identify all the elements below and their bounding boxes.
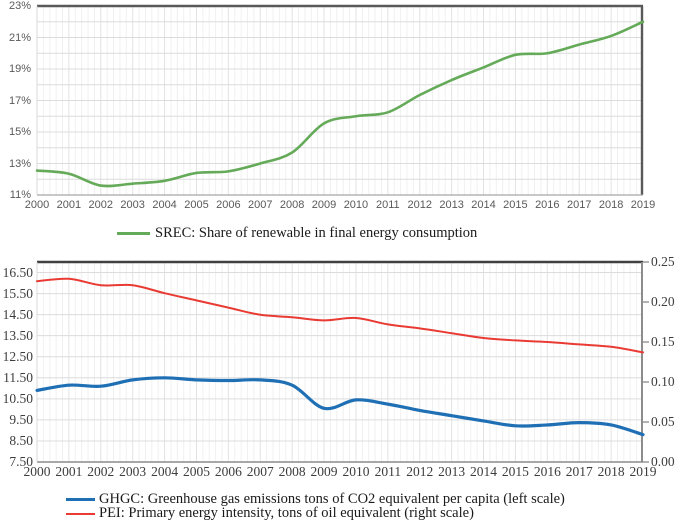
srec-y-tick-label: 13% [8, 157, 31, 170]
ghgc-pei-x-tick-label: 2019 [629, 464, 657, 479]
ghgc-pei-x-tick-label: 2011 [374, 464, 402, 479]
legend-item-ghgc: GHGC: Greenhouse gas emissions tons of C… [66, 490, 565, 507]
srec-x-tick-label: 2000 [24, 199, 50, 211]
ghgc-pei-x-tick-label: 2008 [278, 464, 306, 479]
ghgc-pei-x-tick-label: 2015 [501, 464, 529, 479]
ghgc-y-tick-label: 12.50 [2, 348, 33, 364]
legend-item-pei: PEI: Primary energy intensity, tons of o… [66, 505, 565, 522]
srec-y-tick-label: 21% [8, 31, 31, 44]
ghgc-y-tick-label: 8.50 [9, 432, 33, 448]
ghgc-y-tick-label: 14.50 [2, 306, 33, 322]
ghgc-pei-x-tick-label: 2010 [342, 464, 370, 479]
pei-y-tick-label: 0.10 [651, 374, 675, 389]
ghgc-y-tick-label: 9.50 [9, 411, 33, 427]
ghgc-y-tick-label: 16.50 [2, 264, 33, 280]
pei-y-tick-label: 0.05 [651, 414, 675, 429]
srec-legend-key-line [117, 232, 150, 235]
srec-x-tick-label: 2012 [407, 199, 432, 211]
ghgc-pei-x-tick-label: 2003 [119, 464, 147, 479]
srec-y-tick-label: 19% [8, 63, 31, 75]
ghgc-y-tick-label: 13.50 [2, 327, 33, 343]
ghgc-y-tick-label: 15.50 [2, 285, 33, 301]
pei-y-tick-label: 0.25 [651, 254, 675, 269]
ghgc-legend-label: GHGC: Greenhouse gas emissions tons of C… [99, 490, 565, 507]
srec-x-tick-label: 2003 [120, 199, 145, 211]
ghgc-pei-x-tick-label: 2004 [151, 464, 179, 479]
srec-x-tick-label: 2017 [566, 199, 592, 211]
ghgc-pei-x-tick-label: 2012 [406, 464, 434, 479]
srec-x-tick-label: 2015 [503, 199, 528, 211]
srec-x-tick-label: 2009 [311, 199, 337, 211]
srec-y-tick-label: 23% [8, 0, 31, 12]
ghgc-pei-x-tick-label: 2005 [182, 464, 210, 479]
ghgc-pei-x-tick-label: 2016 [533, 464, 561, 479]
srec-series-line [35, 20, 645, 188]
ghgc-pei-x-tick-label: 2009 [310, 464, 338, 479]
srec-x-tick-label: 2013 [439, 199, 464, 211]
srec-x-tick-label: 2014 [471, 199, 496, 211]
pei-y-tick-label: 0.00 [651, 454, 675, 469]
srec-x-tick-label: 2001 [56, 199, 82, 211]
ghgc-pei-x-tick-label: 2001 [55, 464, 83, 479]
ghgc-pei-x-tick-label: 2013 [438, 464, 466, 479]
ghgc-y-tick-label: 11.50 [3, 369, 33, 385]
ghgc-pei-x-tick-label: 2014 [470, 464, 498, 479]
srec-x-tick-label: 2004 [152, 199, 177, 211]
srec-x-tick-label: 2007 [248, 199, 273, 211]
srec-x-tick-label: 2011 [376, 199, 400, 211]
srec-legend: SREC: Share of renewable in final energy… [117, 225, 477, 242]
ghgc-pei-x-tick-label: 2002 [87, 464, 115, 479]
ghgc-series-line [35, 376, 645, 437]
srec-x-tick-label: 2008 [279, 199, 305, 211]
srec-x-tick-label: 2005 [184, 199, 209, 211]
srec-x-tick-label: 2019 [630, 199, 656, 211]
ghgc-pei-x-tick-label: 2006 [214, 464, 242, 479]
pei-y-tick-label: 0.15 [651, 334, 675, 349]
srec-y-tick-label: 17% [8, 94, 31, 107]
ghgc-pei-x-tick-label: 2018 [597, 464, 625, 479]
ghgc-legend-key-line [66, 497, 95, 501]
pei-y-tick-label: 0.20 [651, 294, 675, 309]
srec-legend-label: SREC: Share of renewable in final energy… [155, 225, 478, 241]
srec-x-tick-label: 2018 [598, 199, 624, 211]
srec-x-tick-label: 2002 [88, 199, 114, 211]
srec-x-tick-label: 2016 [535, 199, 560, 211]
ghgc-y-tick-label: 10.50 [2, 390, 33, 406]
srec-y-tick-label: 11% [9, 189, 31, 201]
srec-x-tick-label: 2010 [343, 199, 369, 211]
pei-legend-label: PEI: Primary energy intensity, tons of o… [99, 505, 474, 522]
ghgc-pei-x-tick-label: 2007 [246, 464, 274, 479]
pei-series-line [36, 277, 644, 354]
srec-y-tick-label: 15% [8, 126, 31, 138]
pei-legend-key-line [66, 512, 95, 515]
ghgc-pei-legend: GHGC: Greenhouse gas emissions tons of C… [66, 490, 565, 522]
ghgc-pei-x-tick-label: 2000 [23, 464, 51, 479]
ghgc-y-tick-label: 7.50 [9, 454, 33, 469]
srec-x-tick-label: 2006 [216, 199, 241, 211]
ghgc-pei-x-tick-label: 2017 [565, 464, 593, 479]
